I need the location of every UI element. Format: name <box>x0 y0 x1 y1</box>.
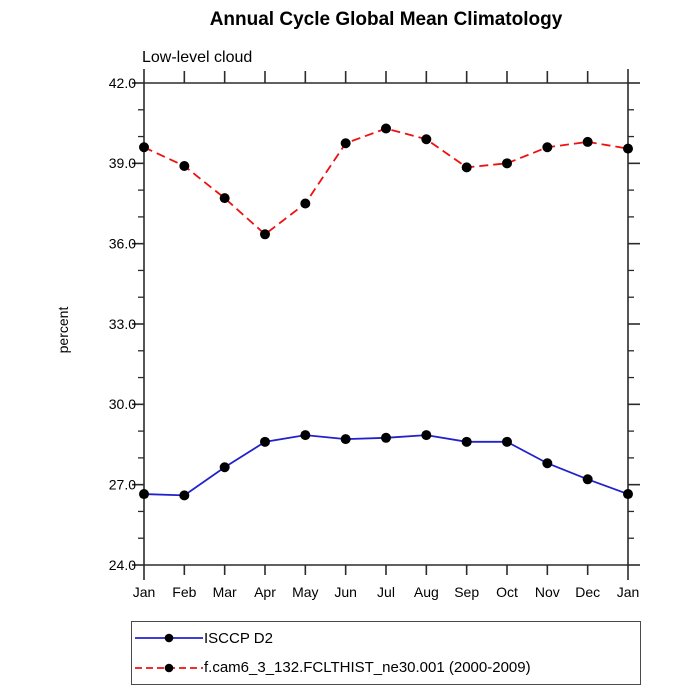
series-0-marker <box>623 489 633 500</box>
x-tick-label: Sep <box>454 584 479 600</box>
series-1-marker <box>381 123 391 134</box>
series-line-1 <box>143 127 629 236</box>
legend-item-label: ISCCP D2 <box>204 629 273 647</box>
series-0-marker <box>502 436 512 447</box>
legend-item: f.cam6_3_132.FCLTHIST_ne30.001 (2000-200… <box>134 655 640 681</box>
series-1-marker <box>461 162 472 173</box>
series-1-marker <box>300 198 311 209</box>
series-1-marker <box>179 161 190 172</box>
x-tick-label: Oct <box>496 584 518 600</box>
series-0-marker <box>421 430 432 441</box>
series-0-marker <box>300 430 311 441</box>
series-0-marker <box>461 436 472 447</box>
x-tick-label: Dec <box>575 584 600 600</box>
plot-area: Jan Feb Mar Apr May Jun Jul Aug Sep Oct Nov Dec Jan 2… <box>109 69 640 600</box>
x-tick-label: Jan <box>617 584 640 600</box>
y-tick-label: 36.0 <box>109 236 136 252</box>
x-tick-label: Mar <box>213 584 237 600</box>
y-tick-label: 30.0 <box>109 396 136 412</box>
y-tick-label: 24.0 <box>109 557 136 573</box>
legend-box: ISCCP D2 f.cam6_3_132.FCLTHIST_ne30.001 … <box>131 621 641 685</box>
chart-subtitle: Low-level cloud <box>142 49 253 66</box>
series-0-marker <box>381 432 391 443</box>
y-tick-label: 42.0 <box>109 75 136 91</box>
series-1-marker <box>139 142 149 153</box>
legend-line-sample-solid <box>135 634 203 643</box>
series-line-0 <box>143 434 629 497</box>
legend-marker-dot <box>164 663 174 672</box>
x-tick-label: Aug <box>414 584 439 600</box>
x-tick-label: Feb <box>172 584 196 600</box>
series-1-marker <box>340 138 351 149</box>
series-0-marker <box>260 436 270 447</box>
x-tick-label: Jan <box>133 584 156 600</box>
x-tick-label: Nov <box>535 584 560 600</box>
legend-marker-dot <box>164 634 174 643</box>
series-1-marker <box>582 136 593 147</box>
series-0-marker <box>582 474 593 485</box>
series-1-marker <box>260 229 270 240</box>
y-tick-label: 39.0 <box>109 155 136 171</box>
x-tick-label: Jun <box>334 584 357 600</box>
series-0-marker <box>139 489 149 500</box>
y-tick-label: 27.0 <box>109 477 136 493</box>
chart-title: Annual Cycle Global Mean Climatology <box>209 9 563 30</box>
x-tick-label: Jul <box>377 584 395 600</box>
series-0-marker <box>542 458 553 469</box>
legend-line-sample-dashed <box>135 663 203 672</box>
legend-item-label: f.cam6_3_132.FCLTHIST_ne30.001 (2000-200… <box>204 659 531 677</box>
y-tick-label: 33.0 <box>109 316 136 332</box>
x-tick-label: Apr <box>254 584 276 600</box>
series-0-marker <box>179 490 190 501</box>
series-0-marker <box>340 434 351 445</box>
series-1-marker <box>421 134 432 145</box>
series-1-marker <box>542 142 553 153</box>
series-1-marker <box>502 158 512 169</box>
x-tick-label: May <box>292 584 318 600</box>
legend-item: ISCCP D2 <box>134 625 640 651</box>
series-0-marker <box>219 462 230 473</box>
series-1-marker <box>623 143 633 154</box>
series-1-marker <box>219 193 230 204</box>
